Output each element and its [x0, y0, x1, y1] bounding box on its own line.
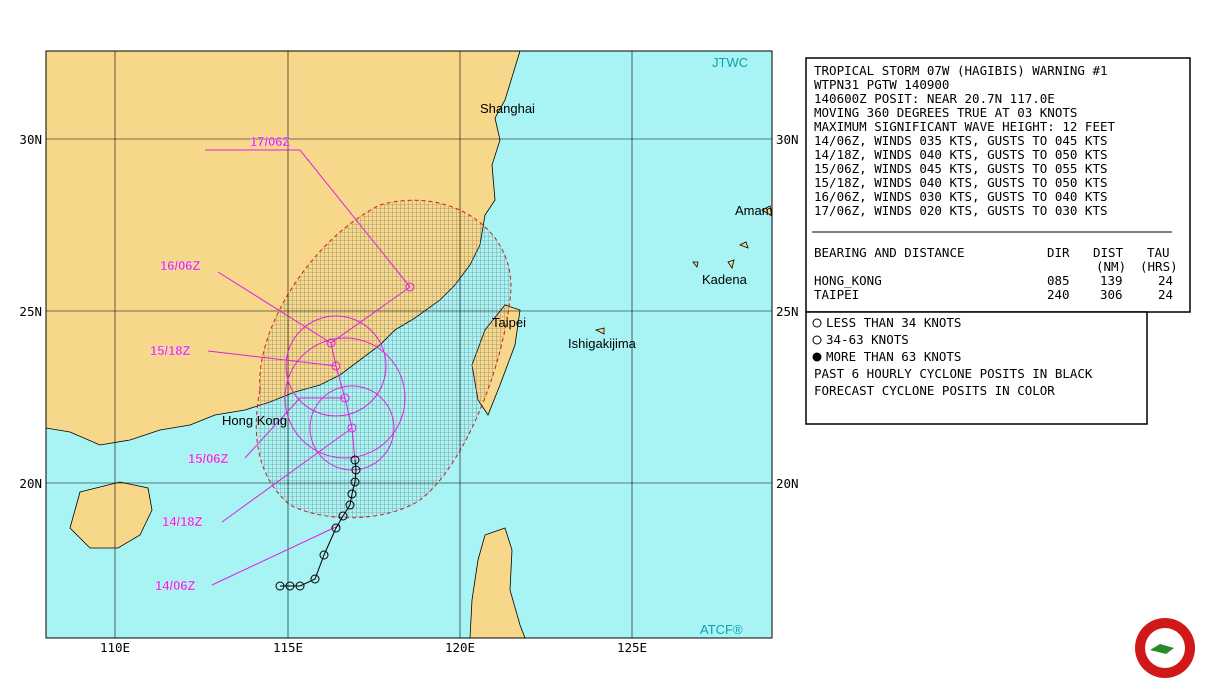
- lon-label: 125E: [617, 640, 647, 655]
- legend-line: FORECAST CYCLONE POSITS IN COLOR: [814, 383, 1055, 398]
- table-header: BEARING AND DISTANCE: [814, 245, 965, 260]
- warning-line: WTPN31 PGTW 140900: [814, 77, 949, 92]
- warning-line: MAXIMUM SIGNIFICANT WAVE HEIGHT: 12 FEET: [814, 119, 1115, 134]
- table-cell: 24: [1158, 287, 1173, 302]
- place-label: Amam: [735, 203, 773, 218]
- legend-symbol: [812, 352, 822, 362]
- lat-label: 20N: [776, 476, 799, 491]
- lon-label: 115E: [273, 640, 303, 655]
- table-cell: 24: [1158, 273, 1173, 288]
- grid: [46, 51, 772, 638]
- lat-label: 20N: [19, 476, 42, 491]
- legend-line: 34-63 KNOTS: [826, 332, 909, 347]
- legend-box: [805, 311, 1148, 425]
- place-label: Shanghai: [480, 101, 535, 116]
- place-label: Hong Kong: [222, 413, 287, 428]
- warning-line: 15/06Z, WINDS 045 KTS, GUSTS TO 055 KTS: [814, 161, 1108, 176]
- warning-line: 140600Z POSIT: NEAR 20.7N 117.0E: [814, 91, 1055, 106]
- legend-line: LESS THAN 34 KNOTS: [826, 315, 961, 330]
- warning-box: [805, 57, 1191, 313]
- table-cell: TAIPEI: [814, 287, 859, 302]
- logo: [1135, 618, 1195, 678]
- warning-line: TROPICAL STORM 07W (HAGIBIS) WARNING #1: [814, 63, 1108, 78]
- forecast-label: 14/06Z: [155, 578, 196, 593]
- danger-area: [255, 199, 512, 519]
- warning-line: 17/06Z, WINDS 020 KTS, GUSTS TO 030 KTS: [814, 203, 1108, 218]
- lon-label: 110E: [100, 640, 130, 655]
- map: [46, 51, 772, 638]
- legend-line: MORE THAN 63 KNOTS: [826, 349, 961, 364]
- past-track: [275, 455, 361, 591]
- warning-line: 15/18Z, WINDS 040 KTS, GUSTS TO 050 KTS: [814, 175, 1108, 190]
- lon-label: 120E: [445, 640, 475, 655]
- table-cell: 139: [1100, 273, 1123, 288]
- brand: JTWC: [712, 55, 748, 70]
- warning-line: 14/06Z, WINDS 035 KTS, GUSTS TO 045 KTS: [814, 133, 1108, 148]
- lat-label: 25N: [19, 304, 42, 319]
- warning-line: MOVING 360 DEGREES TRUE AT 03 KNOTS: [814, 105, 1077, 120]
- table-unit: (HRS): [1140, 259, 1178, 274]
- footer: ATCF®: [700, 622, 743, 637]
- table-header: DIST: [1093, 245, 1124, 260]
- map-frame: [45, 50, 773, 639]
- table-cell: 240: [1047, 287, 1070, 302]
- forecast-label: 16/06Z: [160, 258, 201, 273]
- warning-line: 16/06Z, WINDS 030 KTS, GUSTS TO 040 KTS: [814, 189, 1108, 204]
- hainan: [69, 481, 153, 549]
- place-label: Ishigakijima: [568, 336, 637, 351]
- lat-label: 30N: [19, 132, 42, 147]
- table-cell: HONG_KONG: [814, 273, 882, 288]
- place-label: Kadena: [702, 272, 748, 287]
- forecast-label: 17/06Z: [250, 134, 291, 149]
- forecast-label: 14/18Z: [162, 514, 203, 529]
- legend-line: PAST 6 HOURLY CYCLONE POSITS IN BLACK: [814, 366, 1093, 381]
- legend-symbol: [812, 335, 822, 345]
- lat-label: 30N: [776, 132, 799, 147]
- legend-symbol: [812, 318, 822, 328]
- table-cell: 306: [1100, 287, 1123, 302]
- table-header: DIR: [1047, 245, 1070, 260]
- table-unit: (NM): [1096, 259, 1126, 274]
- luzon: [469, 527, 526, 638]
- forecast-label: 15/06Z: [188, 451, 229, 466]
- table-header: TAU: [1147, 245, 1170, 260]
- warning-line: 14/18Z, WINDS 040 KTS, GUSTS TO 050 KTS: [814, 147, 1108, 162]
- forecast-label: 15/18Z: [150, 343, 191, 358]
- ryukyu: [594, 205, 772, 335]
- place-label: Taipei: [492, 315, 526, 330]
- lat-label: 25N: [776, 304, 799, 319]
- table-cell: 085: [1047, 273, 1070, 288]
